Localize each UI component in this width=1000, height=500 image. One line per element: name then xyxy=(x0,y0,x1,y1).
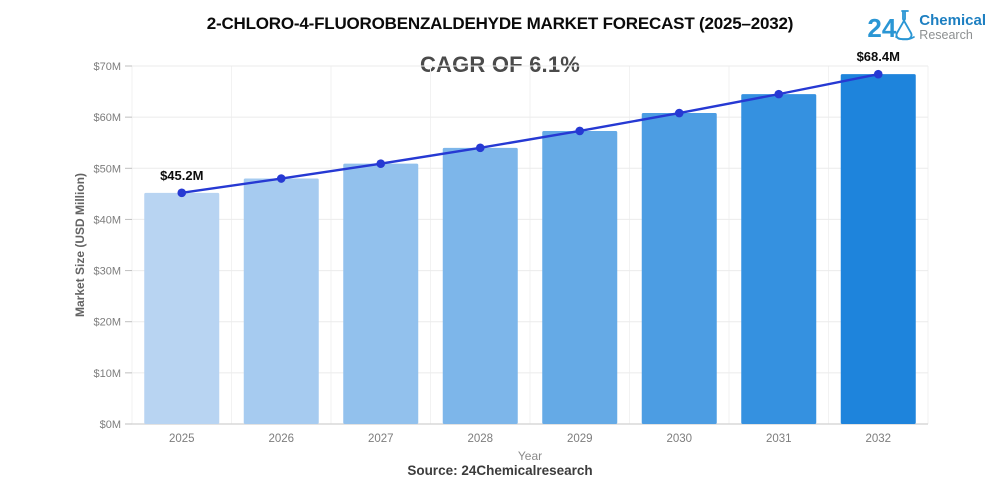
y-tick-label: $50M xyxy=(93,163,121,175)
logo-line1: Chemical xyxy=(919,12,986,30)
page-title: 2-CHLORO-4-FLUOROBENZALDEHYDE MARKET FOR… xyxy=(206,14,794,33)
logo-line2: Research xyxy=(919,27,973,42)
bar-2028 xyxy=(442,147,518,425)
bar-2029 xyxy=(542,130,618,425)
x-tick-label: 2031 xyxy=(766,433,792,445)
trend-point-2025 xyxy=(177,188,187,198)
y-tick-label: $10M xyxy=(93,368,121,380)
logo-number: 24 xyxy=(867,12,897,43)
bar-2031 xyxy=(741,94,817,424)
value-annotation-2032: $68.4M xyxy=(857,49,900,64)
source-note: Source: 24Chemicalresearch xyxy=(407,463,593,478)
bar-2032 xyxy=(840,74,916,424)
logo-text: Chemical Research xyxy=(919,13,986,42)
trend-point-2027 xyxy=(376,159,386,168)
trend-point-2028 xyxy=(475,143,485,153)
brand-logo: 24 Chemical Research xyxy=(867,8,986,47)
x-tick-label: 2030 xyxy=(666,433,692,445)
bar-2026 xyxy=(243,178,319,424)
trend-line xyxy=(181,73,879,195)
chart-subtitle: CAGR OF 6.1% xyxy=(419,52,581,77)
bar-2030 xyxy=(641,113,717,425)
y-tick-label: $30M xyxy=(93,266,121,278)
y-tick-label: $60M xyxy=(93,112,121,124)
x-tick-label: 2028 xyxy=(467,433,493,445)
y-axis-title: Market Size (USD Million) xyxy=(73,173,87,317)
y-tick-label: $0M xyxy=(100,419,121,431)
trend-point-2030 xyxy=(674,108,684,118)
y-tick-label: $20M xyxy=(93,317,121,329)
flask-icon xyxy=(892,8,918,47)
x-tick-label: 2027 xyxy=(368,433,394,445)
trend-point-2029 xyxy=(575,126,585,136)
trend-point-2032 xyxy=(873,69,883,79)
y-tick-label: $40M xyxy=(93,214,121,226)
x-tick-label: 2029 xyxy=(567,433,593,445)
value-annotation-2025: $45.2M xyxy=(160,168,203,183)
x-tick-label: 2026 xyxy=(268,433,294,445)
bar-2025 xyxy=(144,192,220,424)
x-axis-title: Year xyxy=(518,449,542,463)
y-tick-label: $70M xyxy=(93,61,121,73)
trend-point-2026 xyxy=(276,174,286,183)
bar-2027 xyxy=(343,163,419,424)
trend-point-2031 xyxy=(774,89,784,99)
x-tick-label: 2032 xyxy=(865,433,891,445)
x-tick-label: 2025 xyxy=(169,433,195,445)
